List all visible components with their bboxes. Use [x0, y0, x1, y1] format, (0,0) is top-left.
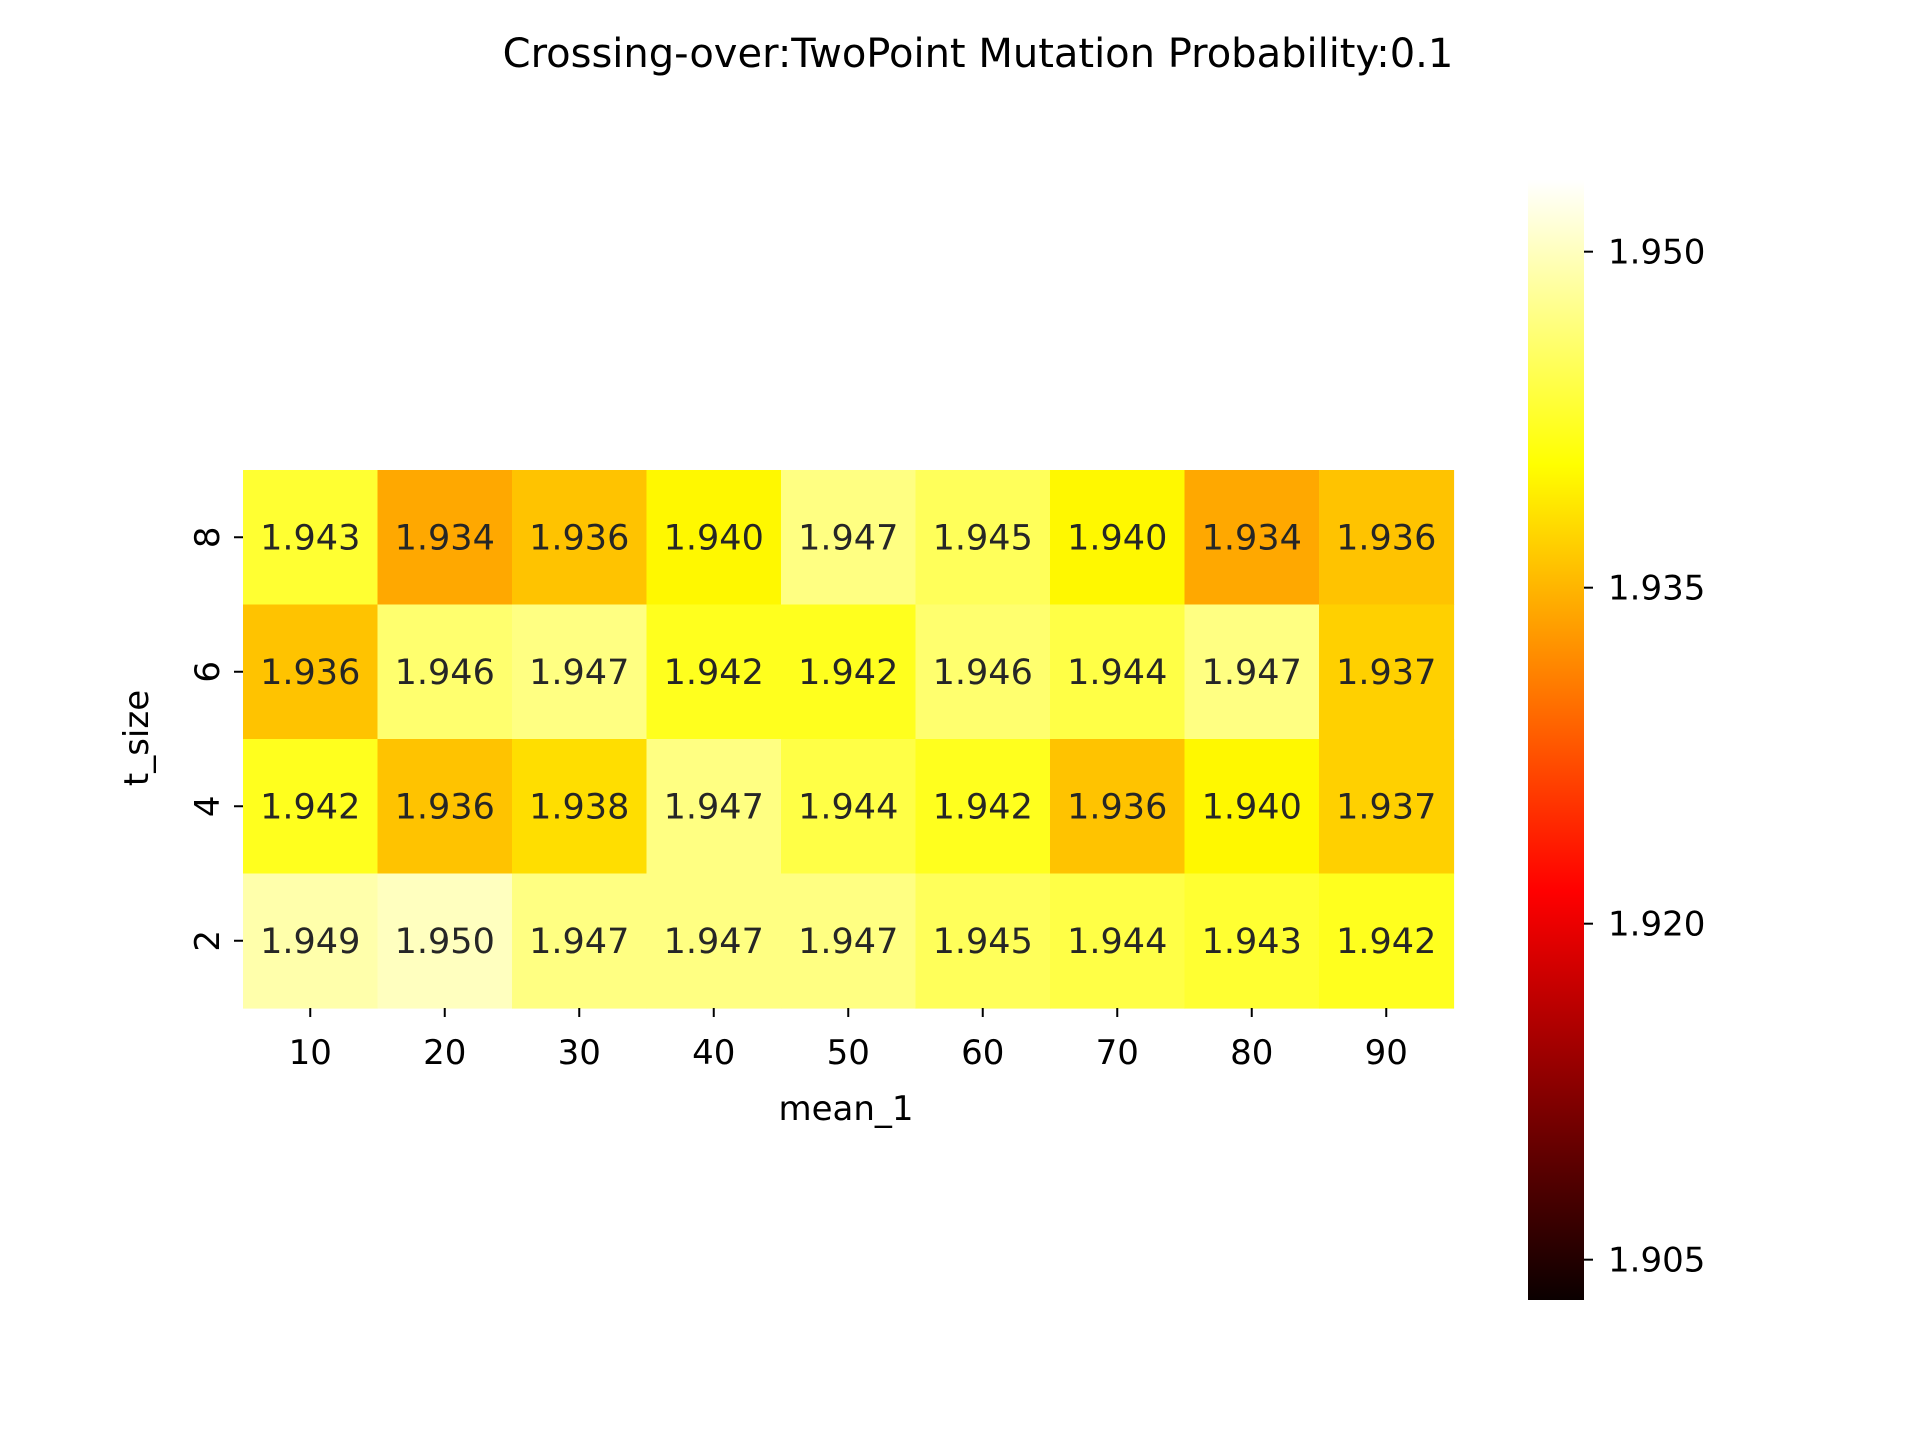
y-axis-label: t_size [117, 690, 157, 786]
cell-value-label: 1.938 [529, 787, 629, 827]
heatmap-cell [646, 470, 782, 606]
heatmap-cell [915, 873, 1051, 1009]
heatmap-cells [243, 470, 1455, 1009]
cell-value-label: 1.940 [664, 518, 764, 558]
heatmap-cell [1319, 604, 1455, 740]
heatmap-cell-labels: 1.943 1.934 1.936 1.940 1.947 1.945 1.940 1.934… [260, 518, 1436, 962]
heatmap-cell [243, 873, 379, 1009]
x-tick-label: 50 [827, 1033, 870, 1073]
cell-value-label: 1.944 [1067, 653, 1167, 693]
colorbar-tick-label: 1.905 [1608, 1241, 1705, 1281]
heatmap-cell [1319, 470, 1455, 606]
heatmap-cell [1050, 873, 1186, 1009]
cell-value-label: 1.947 [664, 787, 764, 827]
x-tick-label: 10 [289, 1033, 332, 1073]
cell-value-label: 1.942 [798, 653, 898, 693]
heatmap-cell [646, 604, 782, 740]
cell-value-label: 1.934 [395, 518, 495, 558]
heatmap-cell [1050, 739, 1186, 875]
cell-value-label: 1.943 [260, 518, 360, 558]
heatmap-cell [512, 873, 648, 1009]
cell-value-label: 1.947 [1202, 653, 1302, 693]
colorbar-tick-label: 1.950 [1608, 233, 1705, 273]
x-tick-label: 30 [558, 1033, 601, 1073]
cell-value-label: 1.943 [1202, 922, 1302, 962]
cell-value-label: 1.944 [1067, 922, 1167, 962]
cell-value-label: 1.937 [1336, 653, 1436, 693]
cell-value-label: 1.936 [1336, 518, 1436, 558]
cell-value-label: 1.942 [933, 787, 1033, 827]
heatmap-cell [1184, 604, 1320, 740]
cell-value-label: 1.947 [798, 518, 898, 558]
heatmap-cell [243, 739, 379, 875]
x-tick-label: 70 [1096, 1033, 1139, 1073]
x-tick-label: 40 [692, 1033, 735, 1073]
y-axis: 8 6 4 2 [188, 526, 243, 952]
y-tick-label: 2 [188, 930, 228, 952]
heatmap-cell [243, 470, 379, 606]
x-axis: 10 20 30 40 50 60 70 80 90 [289, 1008, 1408, 1073]
heatmap-cell [1184, 739, 1320, 875]
y-tick-label: 4 [188, 795, 228, 817]
heatmap-cell [512, 739, 648, 875]
heatmap-cell [646, 873, 782, 1009]
x-tick-label: 20 [423, 1033, 466, 1073]
colorbar-tick-label: 1.920 [1608, 905, 1705, 945]
cell-value-label: 1.936 [1067, 787, 1167, 827]
heatmap-cell [377, 604, 513, 740]
heatmap-cell [646, 739, 782, 875]
heatmap-cell [243, 604, 379, 740]
cell-value-label: 1.946 [395, 653, 495, 693]
heatmap-cell [1319, 739, 1455, 875]
chart-title: Crossing-over:TwoPoint Mutation Probabil… [503, 31, 1454, 77]
heatmap-cell [781, 470, 917, 606]
cell-value-label: 1.944 [798, 787, 898, 827]
heatmap-cell [781, 873, 917, 1009]
x-tick-label: 90 [1365, 1033, 1408, 1073]
x-axis-label: mean_1 [778, 1089, 913, 1129]
cell-value-label: 1.945 [933, 518, 1033, 558]
cell-value-label: 1.937 [1336, 787, 1436, 827]
heatmap-cell [1184, 470, 1320, 606]
y-tick-label: 8 [188, 526, 228, 548]
heatmap-cell [1319, 873, 1455, 1009]
heatmap-cell [915, 470, 1051, 606]
heatmap-cell [512, 470, 648, 606]
cell-value-label: 1.942 [260, 787, 360, 827]
cell-value-label: 1.946 [933, 653, 1033, 693]
cell-value-label: 1.947 [529, 653, 629, 693]
x-tick-label: 80 [1230, 1033, 1273, 1073]
cell-value-label: 1.940 [1202, 787, 1302, 827]
heatmap-cell [915, 604, 1051, 740]
x-tick-label: 60 [961, 1033, 1004, 1073]
heatmap-cell [1184, 873, 1320, 1009]
colorbar [1528, 180, 1584, 1300]
cell-value-label: 1.949 [260, 922, 360, 962]
cell-value-label: 1.947 [664, 922, 764, 962]
heatmap-cell [781, 739, 917, 875]
cell-value-label: 1.940 [1067, 518, 1167, 558]
cell-value-label: 1.936 [395, 787, 495, 827]
heatmap-cell [377, 739, 513, 875]
cell-value-label: 1.942 [1336, 922, 1436, 962]
colorbar-ticks: 1.905 1.920 1.935 1.950 [1584, 233, 1705, 1281]
heatmap-cell [377, 470, 513, 606]
cell-value-label: 1.947 [529, 922, 629, 962]
cell-value-label: 1.947 [798, 922, 898, 962]
heatmap-cell [781, 604, 917, 740]
y-tick-label: 6 [188, 661, 228, 683]
heatmap-cell [915, 739, 1051, 875]
cell-value-label: 1.936 [260, 653, 360, 693]
heatmap-cell [1050, 604, 1186, 740]
cell-value-label: 1.950 [395, 922, 495, 962]
heatmap-cell [512, 604, 648, 740]
cell-value-label: 1.945 [933, 922, 1033, 962]
cell-value-label: 1.942 [664, 653, 764, 693]
cell-value-label: 1.934 [1202, 518, 1302, 558]
heatmap-cell [377, 873, 513, 1009]
heatmap-cell [1050, 470, 1186, 606]
colorbar-tick-label: 1.935 [1608, 569, 1705, 609]
cell-value-label: 1.936 [529, 518, 629, 558]
